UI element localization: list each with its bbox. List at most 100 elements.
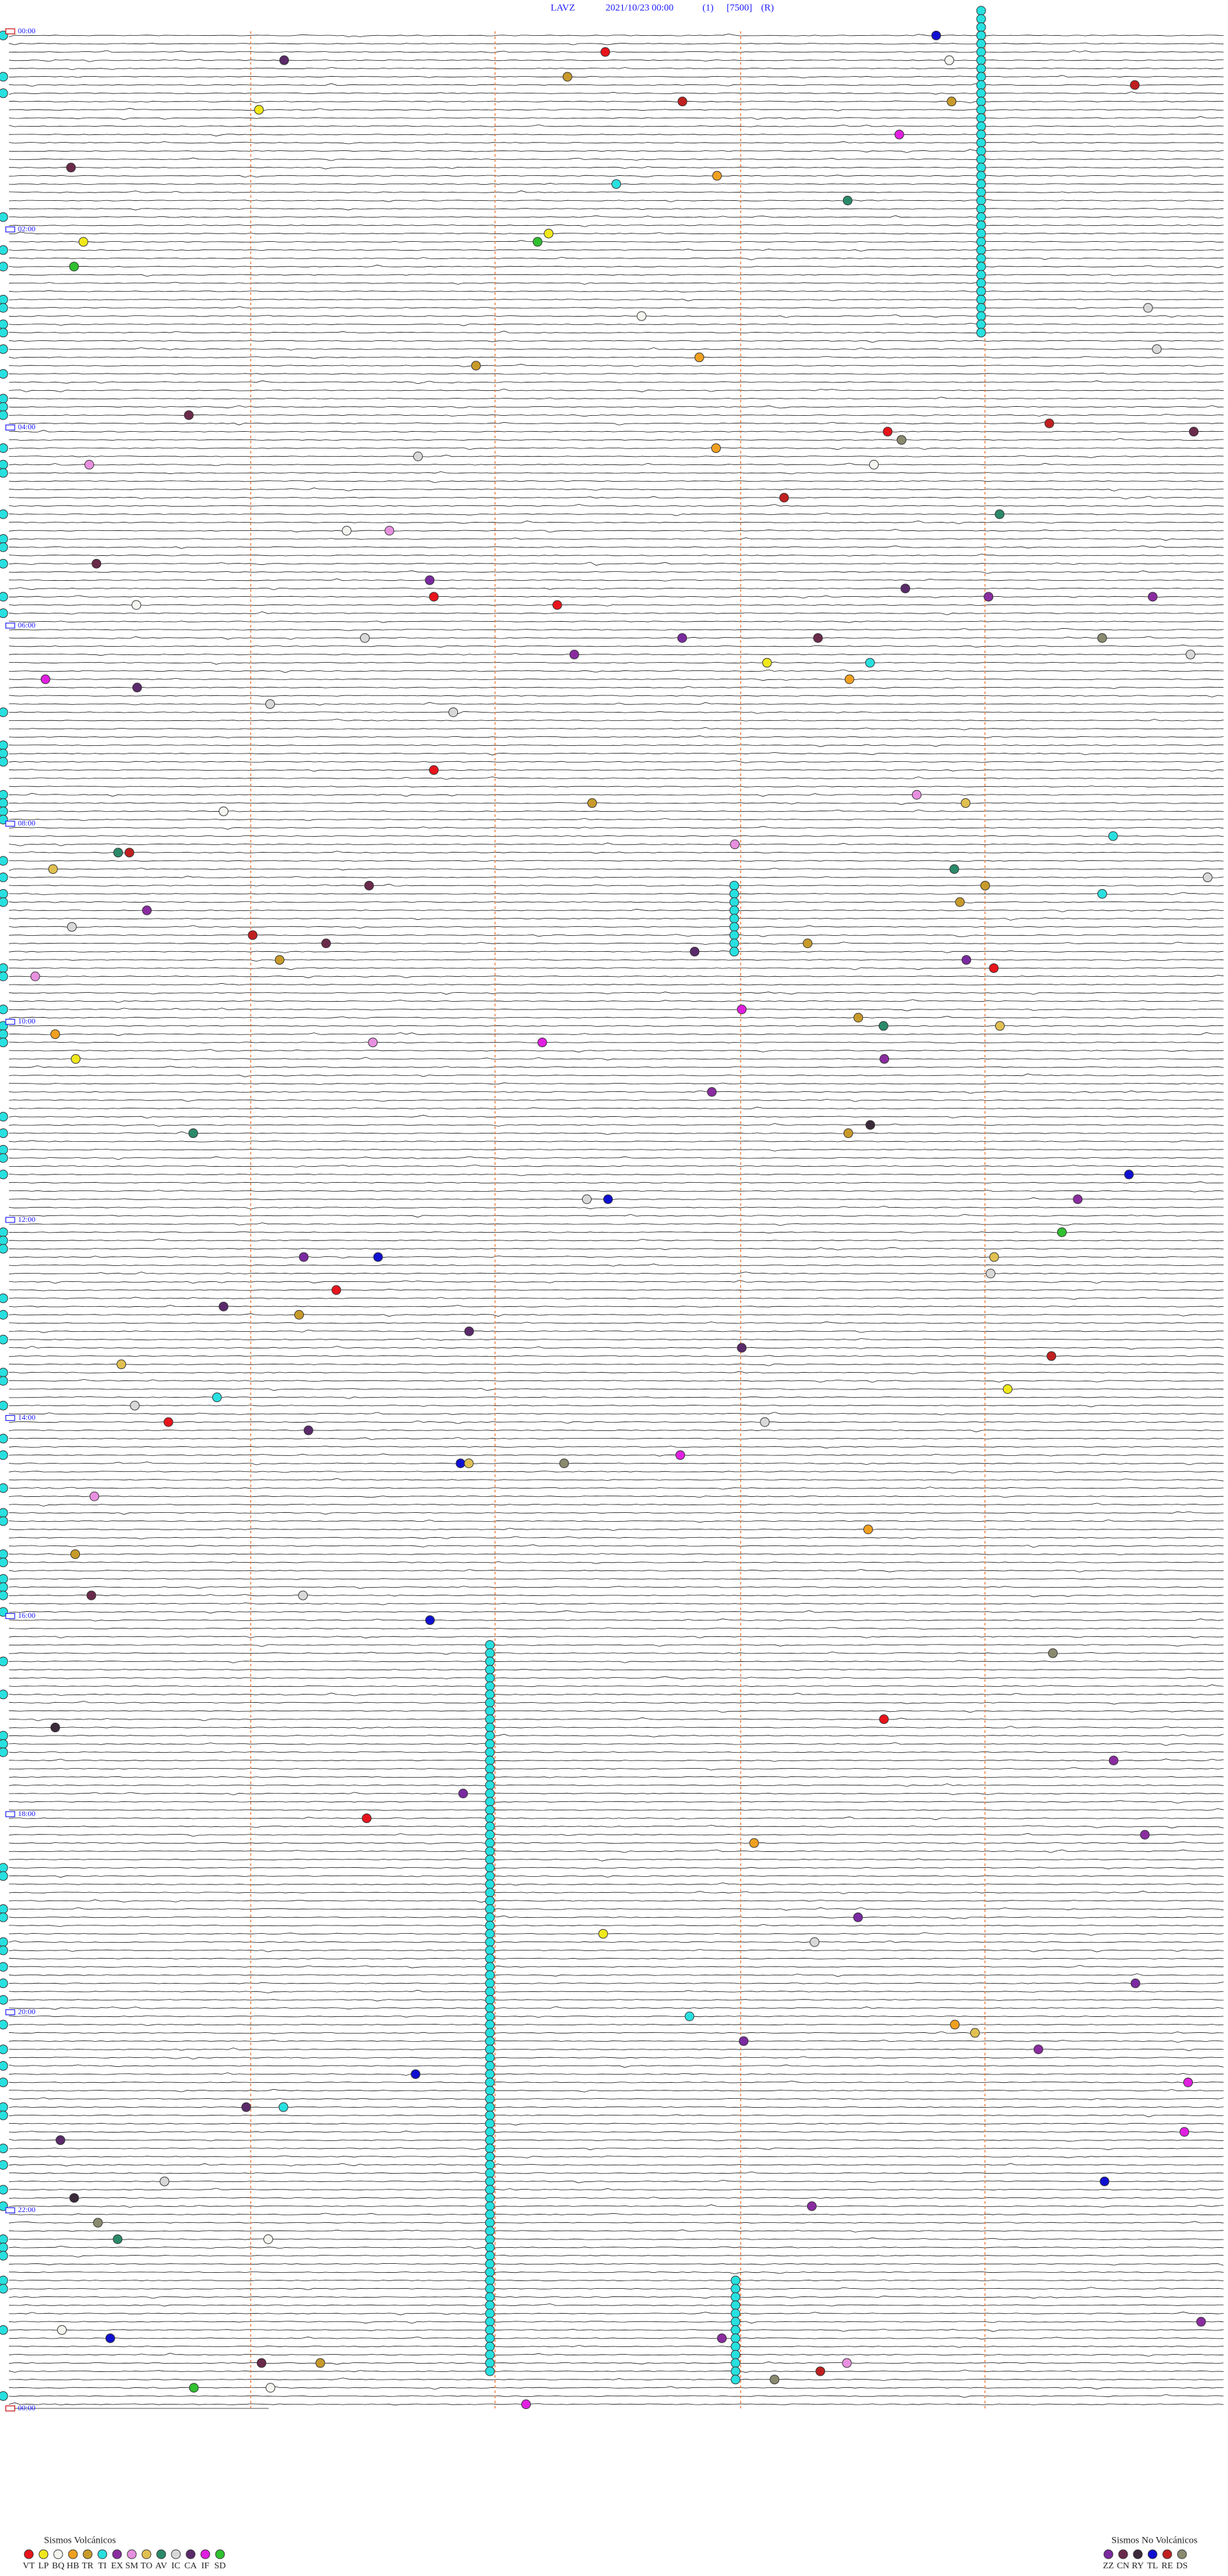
trace [8, 413, 1224, 417]
trace [8, 735, 1224, 739]
time-labels: 00:00 02:00 04:00 06:00 08:00 10:00 12:00 14:00… [5, 26, 35, 2412]
legend-swatch [83, 2549, 93, 2559]
event [730, 2350, 741, 2360]
event [113, 2234, 123, 2244]
event [130, 1400, 140, 1410]
event [976, 72, 986, 82]
trace [8, 1586, 1224, 1589]
legend-label: DS [1176, 2561, 1188, 2571]
event [0, 534, 8, 544]
event [485, 1995, 495, 2005]
event [0, 1508, 8, 1518]
event [485, 1888, 495, 1898]
trace [8, 503, 1224, 507]
event [0, 806, 8, 816]
event [485, 2144, 495, 2154]
legend: Sismos Volcánicos VT LP BQ HB TR TI EX SM TO AV IC C… [23, 2535, 1198, 2571]
event [0, 963, 8, 973]
trace [8, 380, 1224, 384]
event [0, 2044, 8, 2055]
event [485, 2061, 495, 2071]
legend-swatch [68, 2549, 78, 2559]
event [976, 55, 986, 65]
trace [8, 2138, 1224, 2142]
event [0, 1483, 8, 1493]
event [976, 88, 986, 99]
event [485, 1986, 495, 1996]
trace [8, 744, 1224, 747]
event [0, 1557, 8, 1567]
event [303, 1425, 313, 1435]
time-label: 12:00 [18, 1215, 35, 1224]
event [707, 1087, 717, 1097]
event [0, 2391, 8, 2401]
event [717, 2333, 727, 2343]
trace [8, 215, 1224, 219]
trace [8, 2369, 1224, 2373]
event [0, 897, 8, 907]
event [0, 592, 8, 602]
event [0, 1038, 8, 1048]
event [521, 2399, 531, 2410]
event [265, 2383, 276, 2393]
trace [8, 471, 1224, 475]
trace [8, 677, 1224, 681]
trace [8, 867, 1224, 871]
label-icon [5, 1811, 15, 1817]
trace [8, 611, 1224, 615]
event [1099, 2176, 1110, 2186]
event [1002, 1384, 1012, 1395]
trace [8, 1453, 1224, 1457]
event [976, 245, 986, 255]
trace [8, 1429, 1224, 1432]
event [485, 2317, 495, 2327]
event [485, 1920, 495, 1931]
event [66, 162, 76, 173]
event [163, 1417, 173, 1427]
event [485, 2135, 495, 2145]
trace [8, 1190, 1224, 1192]
event [1057, 1227, 1067, 1237]
event [278, 2102, 288, 2112]
trace [8, 809, 1224, 812]
event [485, 2102, 495, 2112]
event [737, 1004, 747, 1015]
trace [8, 67, 1224, 70]
event [961, 798, 971, 808]
event [0, 2102, 8, 2112]
trace [9, 545, 1224, 549]
event [485, 2003, 495, 2013]
trace [8, 1948, 1224, 1952]
event [0, 2160, 8, 2170]
event [976, 154, 986, 164]
event [0, 558, 8, 569]
event [569, 649, 579, 660]
event [976, 105, 986, 115]
event [485, 1681, 495, 1691]
trace [8, 83, 1224, 87]
event [84, 459, 95, 470]
trace [8, 1405, 1224, 1407]
event [976, 212, 986, 222]
trace [8, 1899, 1224, 1903]
trace [8, 2245, 1224, 2249]
trace [8, 786, 1224, 787]
trace [8, 372, 1224, 375]
event [976, 270, 986, 280]
legend-swatch [200, 2549, 210, 2559]
event [485, 1879, 495, 1890]
event [712, 171, 722, 181]
event [976, 286, 986, 296]
time-label: 16:00 [18, 1611, 35, 1620]
event [0, 1400, 8, 1410]
trace [8, 1222, 1224, 1226]
trace [8, 2287, 1224, 2290]
event [537, 1038, 547, 1048]
event [485, 2053, 495, 2063]
trace [8, 587, 1224, 590]
trace [8, 2197, 1224, 2199]
trace [8, 1776, 1224, 1778]
event [299, 1252, 309, 1262]
trace [8, 1734, 1224, 1737]
